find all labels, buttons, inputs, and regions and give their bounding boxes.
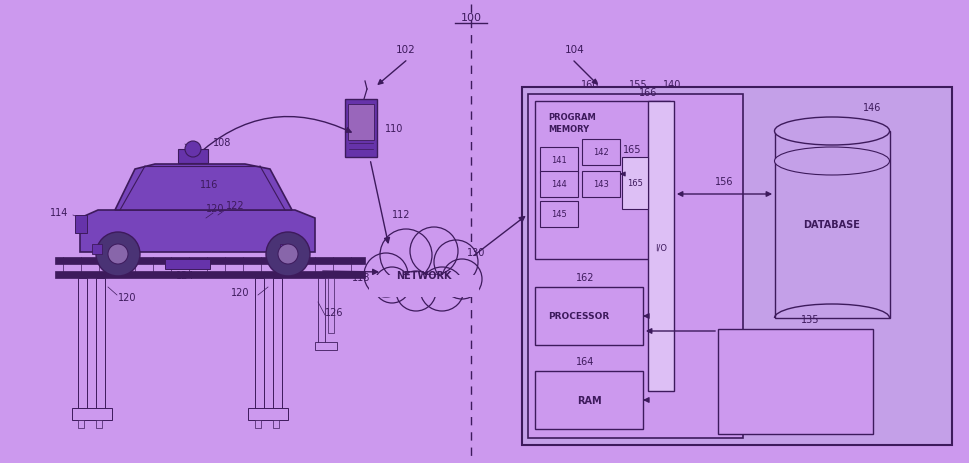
Text: 124: 124 (175, 270, 194, 281)
Text: 143: 143 (592, 180, 609, 189)
Bar (581, 172, 619, 198)
Text: 164: 164 (576, 356, 594, 366)
Bar (280, 244, 290, 255)
Text: 144: 144 (550, 180, 566, 189)
Bar (535, 371, 642, 429)
Bar (365, 272, 482, 297)
Text: 165: 165 (626, 179, 642, 188)
Bar (647, 102, 673, 391)
Bar (328, 278, 333, 333)
Circle shape (410, 227, 457, 275)
Bar (315, 342, 336, 350)
Bar (345, 100, 377, 158)
Text: 126: 126 (325, 307, 343, 317)
Text: 112: 112 (391, 210, 410, 219)
Text: 120: 120 (231, 288, 249, 297)
Text: 135: 135 (800, 314, 819, 324)
Text: 116: 116 (200, 180, 218, 189)
Polygon shape (115, 165, 292, 211)
Bar (272, 420, 279, 428)
Circle shape (96, 232, 140, 276)
Text: 166: 166 (639, 88, 657, 98)
Circle shape (442, 259, 482, 300)
Bar (540, 172, 578, 198)
Polygon shape (79, 211, 315, 252)
Circle shape (108, 244, 128, 264)
Text: NETWORK: NETWORK (396, 270, 452, 281)
Text: 140: 140 (662, 80, 680, 90)
Bar (535, 102, 670, 259)
Text: RAM: RAM (577, 395, 601, 405)
Text: 118: 118 (351, 272, 369, 282)
Ellipse shape (773, 148, 889, 175)
Text: 104: 104 (565, 45, 584, 55)
Bar (535, 288, 642, 345)
Bar (55, 271, 364, 278)
Text: 102: 102 (395, 45, 416, 55)
Circle shape (266, 232, 310, 276)
Text: 114: 114 (49, 207, 68, 218)
Circle shape (374, 268, 410, 303)
Bar (621, 158, 647, 210)
Bar (368, 275, 479, 297)
Ellipse shape (773, 118, 889, 146)
Text: 141: 141 (550, 156, 566, 165)
Circle shape (420, 268, 463, 311)
Bar (348, 105, 374, 141)
Text: 110: 110 (385, 124, 403, 134)
Text: 120: 120 (205, 204, 224, 213)
Text: I/O: I/O (654, 243, 667, 252)
Bar (55, 257, 364, 264)
Text: 162: 162 (576, 272, 594, 282)
Text: 108: 108 (212, 138, 231, 148)
Bar (178, 150, 207, 163)
Circle shape (278, 244, 297, 264)
Bar (581, 140, 619, 166)
Bar (540, 148, 578, 174)
Text: 160: 160 (580, 80, 599, 90)
Bar (72, 408, 111, 420)
Bar (255, 278, 264, 408)
Text: 146: 146 (861, 103, 880, 113)
Bar (75, 216, 87, 233)
Bar (78, 420, 84, 428)
Bar (521, 88, 951, 445)
Circle shape (395, 271, 435, 311)
Text: 122: 122 (226, 200, 244, 211)
Bar (540, 201, 578, 227)
Text: 165: 165 (622, 144, 641, 155)
Bar (165, 259, 209, 269)
Text: 130: 130 (466, 247, 484, 257)
Text: DATABASE: DATABASE (802, 219, 860, 230)
Bar (717, 329, 872, 434)
Bar (272, 278, 282, 408)
Text: MEMORY: MEMORY (547, 125, 588, 134)
Text: 156: 156 (714, 176, 733, 187)
Text: 155: 155 (628, 80, 646, 90)
Text: 145: 145 (550, 210, 566, 219)
Bar (96, 278, 105, 408)
Text: 120: 120 (118, 292, 137, 302)
Circle shape (185, 142, 201, 158)
Text: PROCESSOR: PROCESSOR (547, 312, 609, 321)
Bar (96, 420, 102, 428)
Bar (255, 420, 261, 428)
Bar (92, 244, 102, 255)
Bar (318, 278, 325, 343)
Bar (774, 131, 890, 318)
Circle shape (380, 230, 431, 282)
Bar (78, 278, 87, 408)
Bar (248, 408, 288, 420)
Text: 100: 100 (460, 13, 481, 23)
Text: PROGRAM: PROGRAM (547, 113, 595, 122)
Text: 142: 142 (592, 148, 609, 157)
Circle shape (363, 253, 408, 297)
Circle shape (433, 240, 478, 284)
Bar (527, 95, 742, 438)
